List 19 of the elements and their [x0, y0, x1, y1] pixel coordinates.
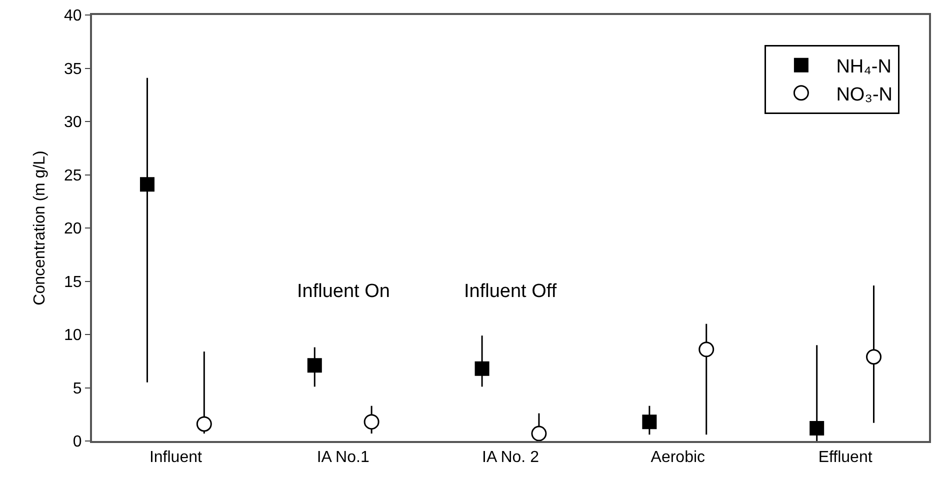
- y-tick-label: 5: [72, 380, 82, 398]
- annotation: Influent On: [297, 281, 390, 302]
- y-tick-label: 10: [64, 327, 82, 344]
- x-tick-label: IA No. 2: [482, 449, 540, 466]
- y-tick-label: 25: [64, 167, 82, 184]
- y-tick-label: 0: [72, 434, 82, 451]
- legend-label: NO₃-N: [836, 84, 892, 106]
- x-tick-label: IA No.1: [316, 449, 370, 466]
- x-tick-label: Effluent: [818, 449, 873, 466]
- x-tick-label: Influent: [149, 449, 202, 466]
- annotation: Influent Off: [464, 281, 558, 302]
- y-tick-label: 40: [64, 8, 82, 25]
- y-tick-label: 30: [64, 114, 82, 132]
- y-tick-label: 15: [64, 274, 82, 291]
- y-tick-label: 35: [64, 60, 82, 78]
- y-axis-title: Concentration (m g/L): [31, 150, 48, 306]
- y-tick-label: 20: [64, 220, 82, 238]
- legend-label: NH₄-N: [836, 56, 892, 78]
- x-tick-label: Aerobic: [650, 449, 706, 466]
